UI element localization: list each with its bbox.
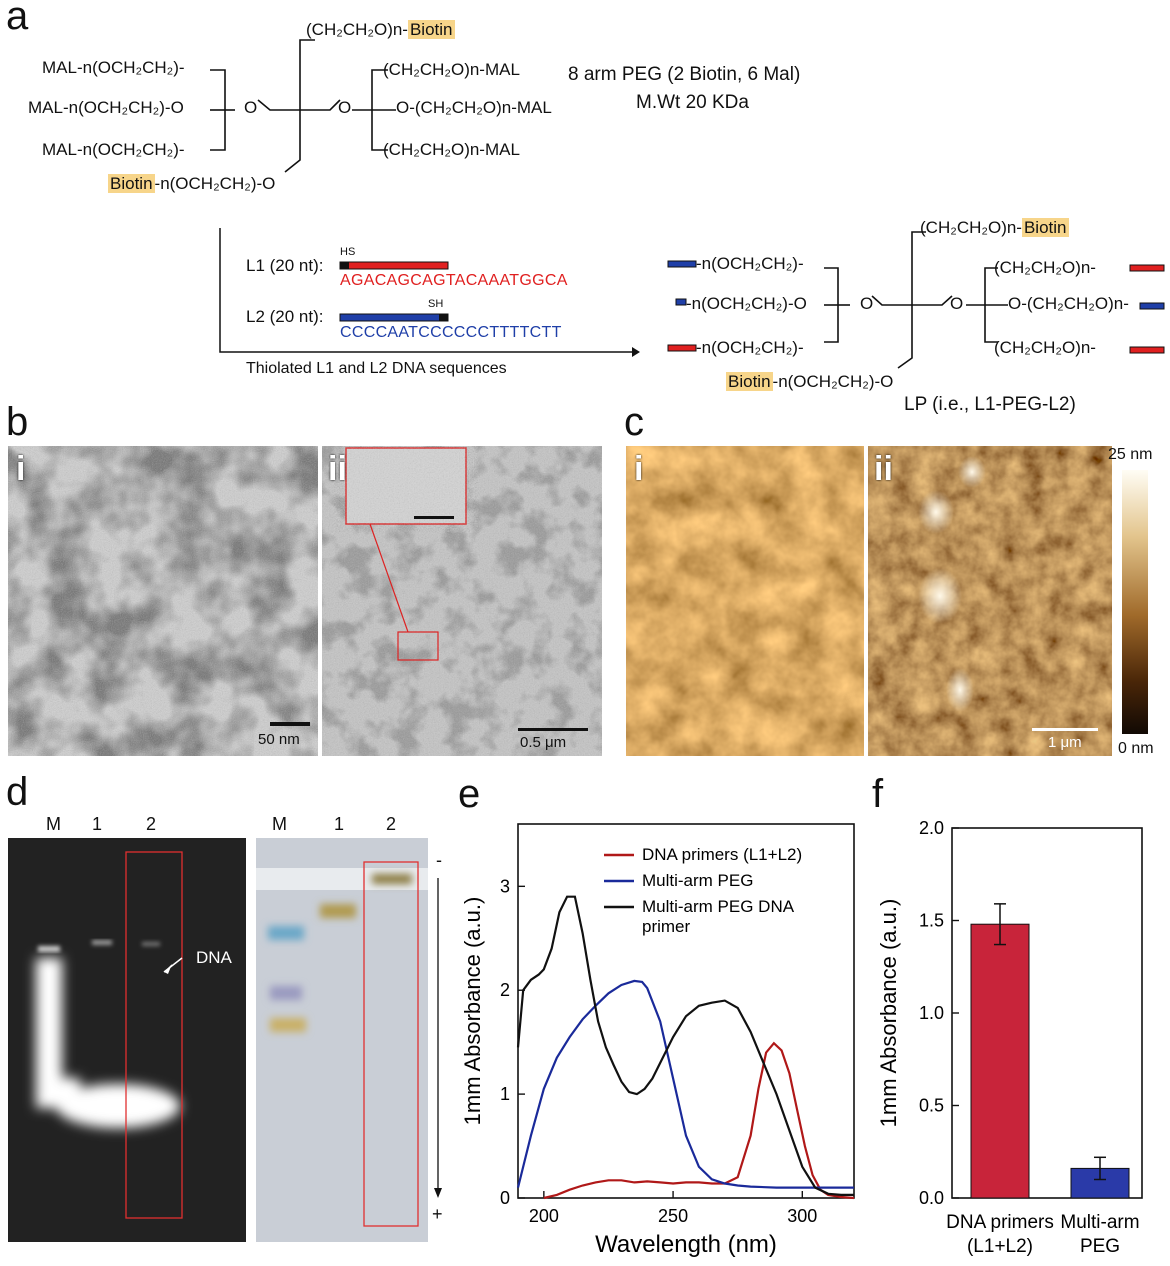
gel-left-lane-1: 1 (92, 814, 103, 834)
series-line-3 (516, 895, 854, 1196)
y-tick-label: 1.5 (919, 911, 944, 931)
afm-texture-i (626, 446, 864, 756)
y-tick-label: 1.0 (919, 1003, 944, 1023)
legend-label-3: Multi-arm PEG DNA primer (642, 897, 795, 936)
lp-arm-bottom: Biotin -n(OCH₂CH₂)-O (726, 372, 894, 391)
panel-label-f: f (872, 772, 884, 816)
tem-scale-ii: 0.5 μm (520, 734, 567, 751)
arm-right-3: (CH₂CH₂O)n-MAL (383, 140, 520, 159)
lp-caption: LP (i.e., L1-PEG-L2) (904, 394, 1076, 415)
electrophoresis-direction-arrow (434, 878, 442, 1198)
bar-1 (970, 923, 1030, 1199)
arm-bottom: Biotin -n(OCH₂CH₂)-O (108, 174, 276, 193)
panel-label-c: c (624, 400, 644, 444)
ether-o-right: O (338, 98, 352, 117)
lp-arm-right-3: (CH₂CH₂O)n- (994, 338, 1096, 357)
gel-negative-pole: - (436, 850, 442, 870)
gel-fluorescence-drawing (8, 838, 246, 1242)
tem-image-ii: ii 0.5 μm (322, 446, 602, 756)
arm-left-1: MAL-n(OCH₂CH₂)- (42, 58, 185, 77)
x-tick-label: 250 (658, 1206, 688, 1226)
lp-arm-left-2: -n(OCH₂CH₂)-O (686, 294, 807, 313)
dna-band-label: DNA (196, 948, 232, 967)
afm-image-i: i (626, 446, 864, 756)
l1-thiol-tag: HS (340, 246, 356, 258)
tem-label-ii: ii (328, 450, 347, 488)
lp-ether-o-right: O (950, 294, 964, 313)
gel-stain-drawing (256, 838, 428, 1242)
legend-label-1: DNA primers (L1+L2) (642, 845, 802, 864)
colorbar-max-label: 25 nm (1108, 446, 1153, 463)
category-label-2: Multi-arm PEG (1060, 1212, 1139, 1257)
lp-core-bonds (667, 231, 1165, 369)
lp-arm-top: (CH₂CH₂O)n- Biotin (920, 218, 1069, 237)
bar-2 (1070, 1167, 1130, 1199)
l1-sequence: AGACAGCAGTACAAATGGCA (340, 272, 568, 289)
gel-right-lane-m: M (272, 814, 287, 834)
y-axis-label: 1mm Absorbance (a.u.) (460, 897, 485, 1126)
agarose-gel-stained (256, 838, 428, 1242)
panel-label-a: a (6, 0, 29, 38)
gel-right-lane-1: 1 (334, 814, 345, 834)
y-tick-label: 0.5 (919, 1096, 944, 1116)
arrow-caption: Thiolated L1 and L2 DNA sequences (246, 360, 507, 377)
y-axis-label: 1mm Absorbance (a.u.) (876, 899, 901, 1128)
afm-scale: 1 μm (1048, 734, 1082, 751)
arm-top: (CH₂CH₂O)n- Biotin (306, 20, 455, 39)
l1-label: L1 (20 nt): (246, 256, 324, 275)
x-axis-label: Wavelength (nm) (595, 1231, 777, 1258)
arm-right-1: (CH₂CH₂O)n-MAL (383, 60, 520, 79)
absorbance-spectrum-chart: 200 250 300 0 1 2 3 Wavelength (nm) 1mm Absorban… (460, 823, 855, 1258)
tem-texture-i (8, 446, 318, 756)
y-tick-label: 2 (500, 980, 510, 1000)
afm-label-i: i (634, 450, 644, 488)
gel-left-lane-2: 2 (146, 814, 157, 834)
tem-image-i: i 50 nm (8, 446, 318, 756)
afm-image-ii: ii 1 μm (868, 446, 1112, 756)
arm-left-3: MAL-n(OCH₂CH₂)- (42, 140, 185, 159)
arm-left-2: MAL-n(OCH₂CH₂)-O (28, 98, 184, 117)
gel-positive-pole: + (432, 1204, 443, 1224)
legend-label-2: Multi-arm PEG (642, 871, 753, 890)
l2-thiol-tag: SH (428, 298, 444, 310)
x-tick-label: 200 (529, 1206, 559, 1226)
lp-ether-o-left: O (860, 294, 874, 313)
reaction-arrow (219, 228, 640, 357)
afm-colorbar (1122, 470, 1148, 734)
peg-molecular-weight: M.Wt 20 KDa (636, 92, 749, 113)
gel-left-lane-m: M (46, 814, 61, 834)
x-tick-label: 300 (787, 1206, 817, 1226)
lp-arm-right-2: O-(CH₂CH₂O)n- (1008, 294, 1129, 313)
afm-texture-ii (868, 446, 1112, 756)
panel-label-d: d (6, 770, 29, 814)
tem-scale-i: 50 nm (258, 731, 300, 748)
colorbar-min-label: 0 nm (1118, 740, 1154, 757)
y-tick-label: 0 (500, 1188, 510, 1208)
y-tick-label: 1 (500, 1084, 510, 1104)
peg-description: 8 arm PEG (2 Biotin, 6 Mal) (568, 64, 801, 85)
y-tick-label: 0.0 (919, 1188, 944, 1208)
lp-arm-left-1: -n(OCH₂CH₂)- (696, 254, 804, 273)
category-label-1: DNA primers (L1+L2) (946, 1212, 1054, 1257)
y-tick-label: 3 (500, 876, 510, 896)
panel-label-b: b (6, 400, 29, 444)
l2-sequence: CCCCAATCCCCCCTTTTCTT (340, 324, 562, 341)
panel-label-e: e (458, 772, 481, 816)
lp-arm-left-3: -n(OCH₂CH₂)- (696, 338, 804, 357)
afm-label-ii: ii (874, 450, 893, 488)
tem-texture-ii (322, 446, 602, 756)
y-tick-label: 2.0 (919, 818, 944, 838)
plot-frame (517, 823, 855, 1199)
absorbance-bar-chart: 0.0 0.5 1.0 1.5 2.0 1mm Absorbance (a.u.) DNA … (876, 818, 1143, 1257)
peg-core-bonds (210, 39, 396, 173)
lp-arm-right-1: (CH₂CH₂O)n- (994, 258, 1096, 277)
ether-o-left: O (244, 98, 258, 117)
gel-right-lane-2: 2 (386, 814, 397, 834)
tem-label-i: i (16, 450, 26, 488)
arm-right-2: O-(CH₂CH₂O)n-MAL (396, 98, 552, 117)
series-line-2 (516, 979, 854, 1189)
l2-label: L2 (20 nt): (246, 307, 324, 326)
agarose-gel-fluorescence: DNA (8, 838, 246, 1242)
